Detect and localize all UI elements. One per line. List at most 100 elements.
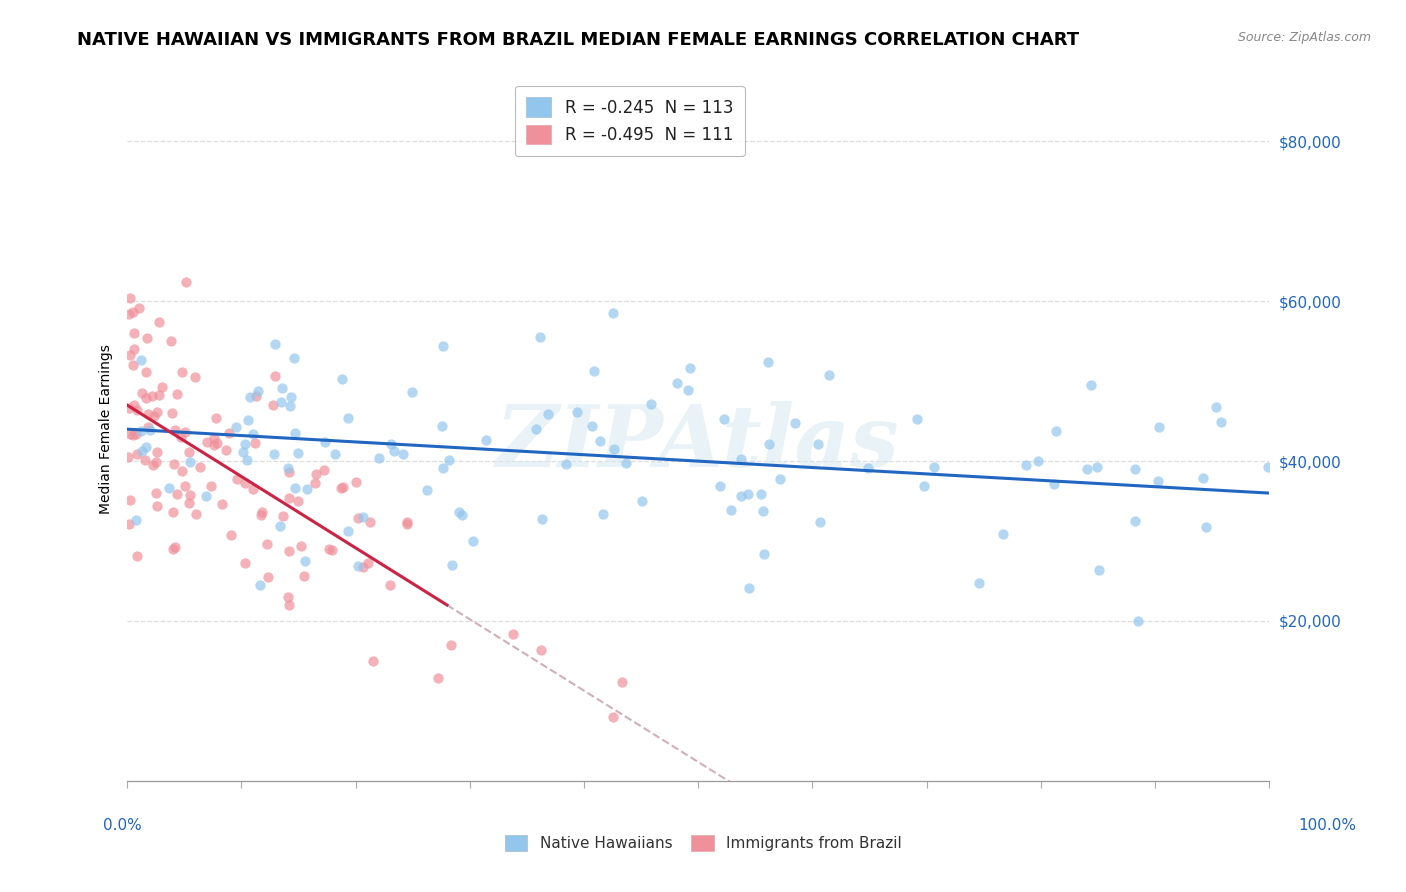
Point [344, 475, 367, 489]
Point [263, 337, 285, 351]
Point [236, 452, 259, 467]
Point [730, 489, 752, 503]
Point [129, 353, 152, 368]
Point [174, 276, 197, 290]
Point [582, 364, 605, 378]
Point [211, 497, 233, 511]
Point [269, 519, 291, 533]
Point [524, 422, 547, 436]
Point [125, 403, 148, 417]
Point [174, 479, 197, 493]
Point [555, 457, 578, 471]
Point [242, 483, 264, 497]
Point [359, 516, 381, 530]
Point [1147, 474, 1170, 488]
Point [277, 460, 299, 475]
Point [131, 386, 153, 401]
Point [1191, 470, 1213, 484]
Point [1123, 514, 1146, 528]
Point [679, 360, 702, 375]
Point [135, 365, 157, 379]
Point [292, 569, 315, 583]
Point [737, 487, 759, 501]
Point [239, 391, 262, 405]
Point [1028, 453, 1050, 467]
Point [136, 420, 159, 434]
Point [122, 342, 145, 356]
Point [922, 460, 945, 475]
Point [145, 455, 167, 469]
Point [148, 388, 170, 402]
Point [602, 710, 624, 724]
Point [278, 399, 301, 413]
Point [170, 430, 193, 444]
Point [295, 482, 318, 496]
Point [427, 671, 450, 685]
Point [529, 329, 551, 343]
Text: 100.0%: 100.0% [1299, 818, 1357, 832]
Point [280, 390, 302, 404]
Point [233, 556, 256, 570]
Point [314, 434, 336, 449]
Point [215, 442, 238, 457]
Point [118, 493, 141, 508]
Point [249, 578, 271, 592]
Point [122, 304, 145, 318]
Point [202, 438, 225, 452]
Point [1042, 477, 1064, 491]
Point [287, 446, 309, 460]
Point [329, 481, 352, 495]
Point [166, 487, 188, 501]
Point [122, 326, 145, 341]
Point [1076, 462, 1098, 476]
Point [430, 419, 453, 434]
Point [278, 465, 301, 479]
Point [125, 513, 148, 527]
Point [134, 453, 156, 467]
Point [118, 291, 141, 305]
Point [179, 455, 201, 469]
Point [337, 524, 360, 538]
Point [640, 397, 662, 411]
Point [991, 526, 1014, 541]
Point [713, 412, 735, 426]
Point [232, 445, 254, 459]
Point [416, 483, 439, 498]
Point [305, 467, 328, 482]
Point [186, 507, 208, 521]
Point [756, 354, 779, 368]
Point [1257, 460, 1279, 475]
Point [243, 436, 266, 450]
Point [122, 358, 145, 372]
Point [200, 479, 222, 493]
Point [738, 581, 761, 595]
Point [125, 427, 148, 442]
Point [752, 547, 775, 561]
Point [914, 479, 936, 493]
Text: NATIVE HAWAIIAN VS IMMIGRANTS FROM BRAZIL MEDIAN FEMALE EARNINGS CORRELATION CHA: NATIVE HAWAIIAN VS IMMIGRANTS FROM BRAZI… [77, 31, 1080, 49]
Point [294, 554, 316, 568]
Point [392, 446, 415, 460]
Point [284, 426, 307, 441]
Point [1080, 377, 1102, 392]
Point [247, 384, 270, 399]
Point [166, 386, 188, 401]
Point [1126, 614, 1149, 628]
Point [249, 508, 271, 523]
Point [352, 509, 374, 524]
Point [304, 476, 326, 491]
Point [1088, 563, 1111, 577]
Point [330, 372, 353, 386]
Point [118, 307, 141, 321]
Point [449, 505, 471, 519]
Point [165, 540, 187, 554]
Point [278, 544, 301, 558]
Point [318, 542, 340, 557]
Text: 0.0%: 0.0% [103, 818, 142, 832]
Point [170, 365, 193, 379]
Point [257, 570, 280, 584]
Point [357, 556, 380, 570]
Point [439, 453, 461, 467]
Point [709, 479, 731, 493]
Legend: R = -0.245  N = 113, R = -0.495  N = 111: R = -0.245 N = 113, R = -0.495 N = 111 [515, 86, 745, 156]
